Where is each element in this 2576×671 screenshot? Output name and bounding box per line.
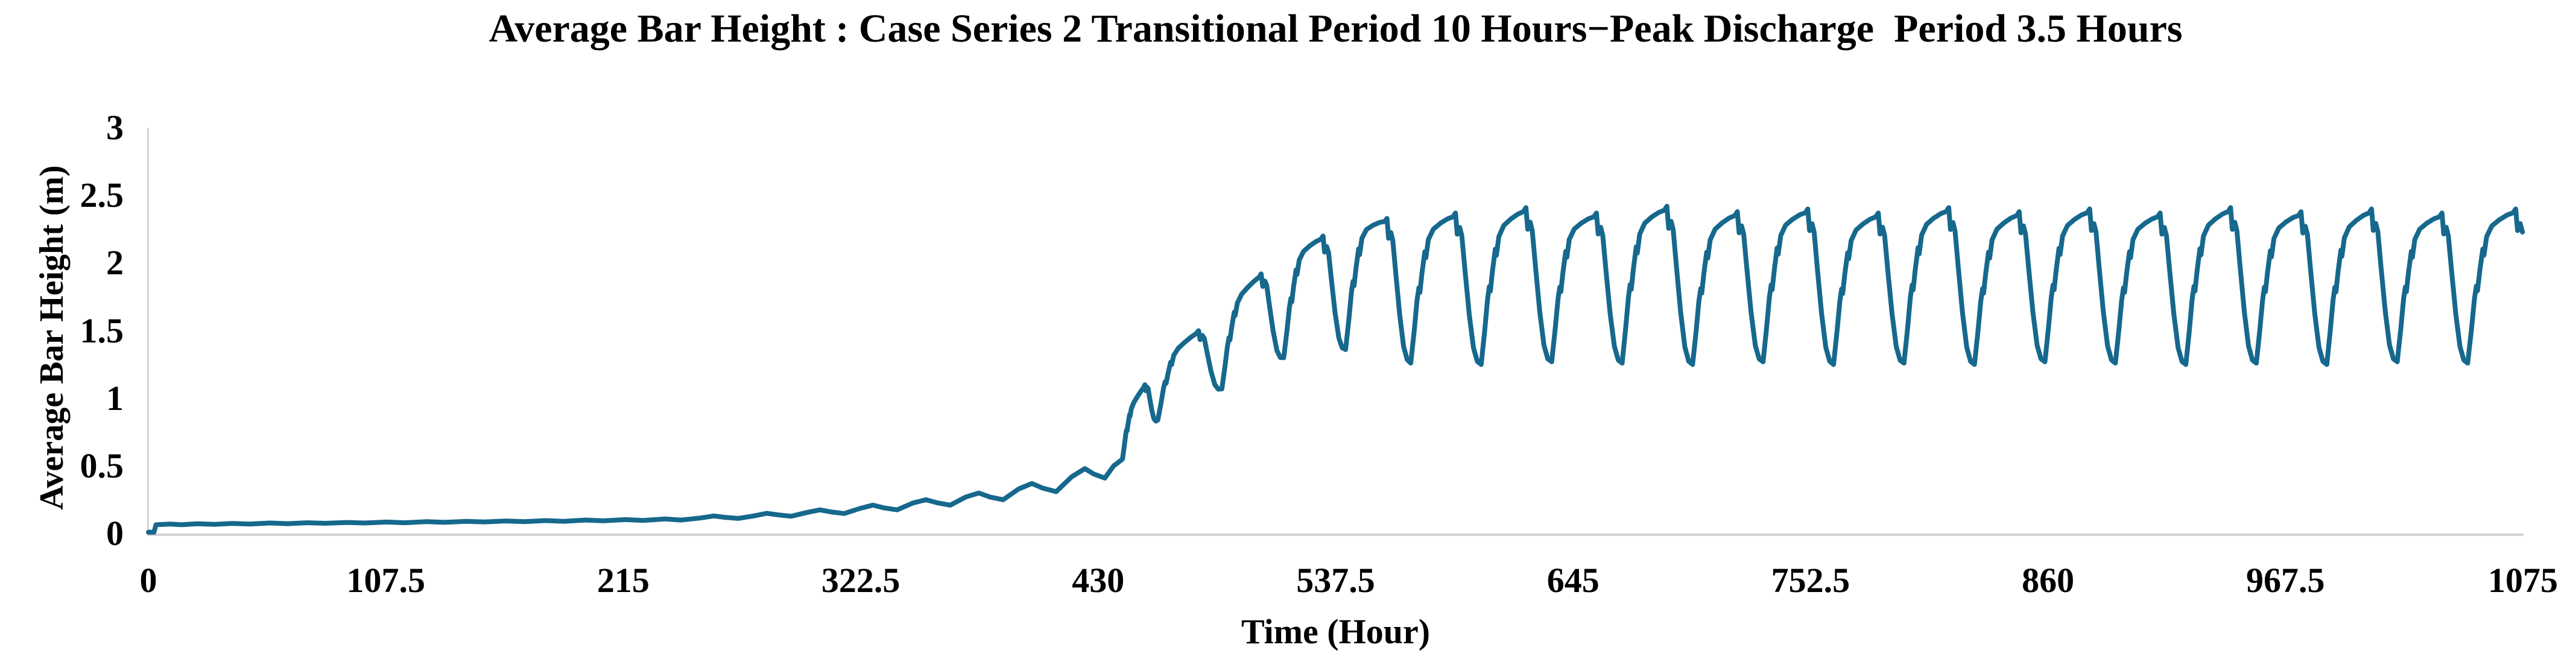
- y-tick-label: 0: [106, 514, 124, 553]
- y-tick-label: 0.5: [80, 446, 124, 485]
- x-tick-label: 967.5: [2246, 561, 2325, 600]
- x-tick-label: 752.5: [1771, 561, 1850, 600]
- x-tick-label: 537.5: [1296, 561, 1375, 600]
- y-tick-label: 2: [106, 243, 124, 283]
- x-tick-label: 430: [1072, 561, 1125, 600]
- x-tick-label: 860: [2022, 561, 2075, 600]
- y-tick-label: 3: [106, 108, 124, 147]
- x-tick-label: 215: [597, 561, 650, 600]
- x-tick-label: 0: [139, 561, 157, 600]
- x-axis-line: [147, 534, 2524, 536]
- y-tick-label: 1: [106, 378, 124, 418]
- x-tick-label: 645: [1546, 561, 1600, 600]
- x-tick-label: 107.5: [346, 561, 425, 600]
- x-axis-title: Time (Hour): [1241, 612, 1431, 651]
- x-tick-label: 322.5: [821, 561, 900, 600]
- y-tick-label: 1.5: [80, 310, 124, 350]
- x-tick-label: 1075: [2488, 561, 2558, 600]
- data-series-line: [146, 204, 2525, 535]
- y-axis-line: [147, 128, 149, 534]
- chart-title: Average Bar Height : Case Series 2 Trans…: [489, 7, 2183, 51]
- y-tick-label: 2.5: [80, 175, 124, 215]
